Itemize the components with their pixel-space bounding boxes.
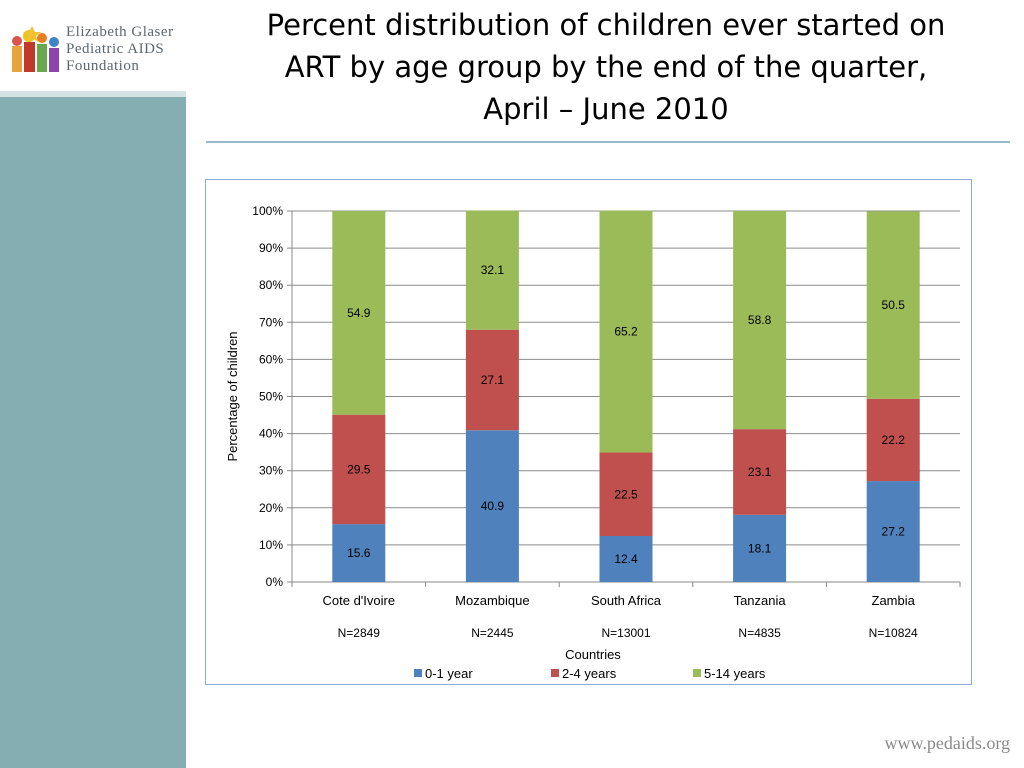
data-label: 15.6 [347, 546, 371, 560]
data-label: 40.9 [481, 499, 505, 513]
data-label: 12.4 [614, 552, 638, 566]
logo-line-3: Foundation [66, 58, 174, 75]
legend-label: 5-14 years [704, 666, 766, 681]
title-line-2: ART by age group by the end of the quart… [208, 46, 1004, 88]
data-label: 23.1 [748, 465, 772, 479]
data-label: 58.8 [748, 313, 772, 327]
title-line-1: Percent distribution of children ever st… [208, 4, 1004, 46]
sample-size-label: N=13001 [601, 626, 650, 640]
foundation-logo: Elizabeth Glaser Pediatric AIDS Foundati… [8, 22, 190, 80]
logo-wordmark: Elizabeth Glaser Pediatric AIDS Foundati… [66, 24, 174, 75]
sidebar-panel [0, 97, 186, 768]
x-tick-label: Zambia [872, 593, 916, 608]
y-tick-label: 20% [259, 501, 283, 515]
y-tick-label: 80% [259, 278, 283, 292]
y-tick-label: 40% [259, 427, 283, 441]
legend-swatch [693, 669, 701, 677]
x-tick-label: South Africa [591, 593, 662, 608]
y-tick-label: 30% [259, 464, 283, 478]
sample-size-label: N=10824 [869, 626, 918, 640]
y-tick-label: 70% [259, 315, 283, 329]
data-label: 50.5 [882, 298, 906, 312]
data-label: 27.1 [481, 373, 505, 387]
data-label: 65.2 [614, 325, 638, 339]
chart-frame: 0% 10% 20% 30% 40% 50% 60% 70% 80% 90% 100% Percent… [205, 179, 972, 685]
data-label: 18.1 [748, 541, 772, 555]
legend-label: 0-1 year [425, 666, 473, 681]
x-tick-label: Cote d'Ivoire [323, 593, 396, 608]
sample-size-label: N=2445 [471, 626, 514, 640]
data-label: 27.2 [882, 525, 906, 539]
y-tick-label: 100% [252, 204, 283, 218]
x-tick-label: Tanzania [734, 593, 787, 608]
logo-line-1: Elizabeth Glaser [66, 24, 174, 41]
data-label: 22.5 [614, 487, 638, 501]
data-label: 29.5 [347, 462, 371, 476]
children-figures-icon [8, 24, 64, 76]
legend-swatch [414, 669, 422, 677]
title-divider [206, 141, 1010, 143]
legend-swatch [551, 669, 559, 677]
stacked-bar-chart: 0% 10% 20% 30% 40% 50% 60% 70% 80% 90% 100% Percent… [206, 180, 971, 684]
title-line-3: April – June 2010 [208, 88, 1004, 130]
data-label: 32.1 [481, 263, 505, 277]
legend-label: 2-4 years [562, 666, 617, 681]
y-tick-label: 60% [259, 352, 283, 366]
y-tick-label: 90% [259, 241, 283, 255]
y-axis-label: Percentage of children [225, 331, 240, 461]
sample-size-label: N=2849 [338, 626, 381, 640]
x-axis-label: Countries [565, 647, 621, 662]
data-label: 22.2 [882, 433, 906, 447]
y-tick-label: 0% [266, 575, 284, 589]
data-label: 54.9 [347, 306, 371, 320]
y-tick-label: 50% [259, 390, 283, 404]
sample-size-label: N=4835 [738, 626, 781, 640]
slide-title: Percent distribution of children ever st… [208, 4, 1004, 130]
x-tick-label: Mozambique [455, 593, 529, 608]
y-tick-label: 10% [259, 538, 283, 552]
footer-url: www.pedaids.org [885, 733, 1010, 754]
logo-line-2: Pediatric AIDS [66, 41, 174, 58]
